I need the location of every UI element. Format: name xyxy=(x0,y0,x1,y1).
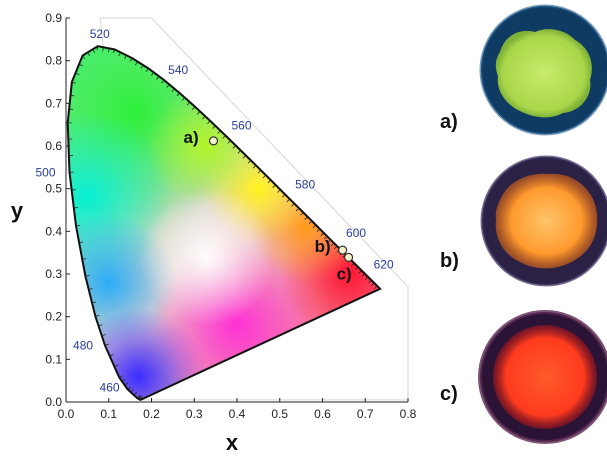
photo-panel-b: b) xyxy=(440,155,607,287)
y-tick-label: 0.5 xyxy=(45,182,62,196)
x-tick-label: 0.7 xyxy=(357,407,374,421)
wavelength-label: 500 xyxy=(36,165,56,179)
photo-panel-c: c) xyxy=(440,310,607,444)
photo-c-powder xyxy=(493,325,597,429)
x-tick-label: 0.0 xyxy=(58,407,75,421)
y-tick-label: 0.0 xyxy=(45,395,62,409)
photo-a-powder xyxy=(495,29,592,118)
photo-a-label: a) xyxy=(440,111,458,133)
data-point xyxy=(337,245,348,255)
y-tick-label: 0.2 xyxy=(45,310,62,324)
wavelength-label: 600 xyxy=(346,226,366,240)
photo-b-label: b) xyxy=(440,250,459,272)
wavelength-label: 620 xyxy=(374,257,394,271)
locus-wavelength-ticks xyxy=(67,46,378,401)
wavelength-label: 520 xyxy=(90,27,110,41)
y-tick-label: 0.8 xyxy=(45,54,62,68)
wavelength-label: 540 xyxy=(168,63,188,77)
x-tick-label: 0.4 xyxy=(229,407,246,421)
y-tick-label: 0.4 xyxy=(45,224,62,238)
photo-b-powder xyxy=(495,173,598,269)
y-axis-label: y xyxy=(11,198,24,223)
data-point xyxy=(343,252,354,262)
y-tick-label: 0.3 xyxy=(45,267,62,281)
x-tick-label: 0.8 xyxy=(400,407,417,421)
x-tick-label: 0.3 xyxy=(186,407,203,421)
y-tick-label: 0.6 xyxy=(45,139,62,153)
x-tick-label: 0.1 xyxy=(100,407,117,421)
photo-c-label: c) xyxy=(440,383,458,405)
wavelength-labels: 460 480 500 520 540 560 580 600 620 xyxy=(36,27,394,394)
y-tick-label: 0.7 xyxy=(45,96,62,110)
wavelength-label: 460 xyxy=(100,380,120,394)
wavelength-label: 480 xyxy=(73,338,93,352)
data-point-label: b) xyxy=(315,237,331,256)
wavelength-label: 580 xyxy=(295,177,315,191)
y-tick-label: 0.9 xyxy=(45,11,62,25)
data-points: a) b) c) xyxy=(183,128,354,283)
x-axis-label: x xyxy=(226,430,239,455)
photo-panel-a: a) xyxy=(440,4,607,136)
y-ticks: 0.0 0.1 0.2 0.3 0.4 0.5 0.6 0.7 0.8 0.9 xyxy=(45,11,70,409)
x-tick-label: 0.6 xyxy=(314,407,331,421)
data-point-label: a) xyxy=(183,128,198,147)
x-ticks: 0.0 0.1 0.2 0.3 0.4 0.5 0.6 0.7 0.8 xyxy=(58,398,417,421)
x-tick-label: 0.5 xyxy=(271,407,288,421)
x-tick-label: 0.2 xyxy=(143,407,160,421)
data-point-label: c) xyxy=(337,264,352,283)
y-tick-label: 0.1 xyxy=(45,352,62,366)
wavelength-label: 560 xyxy=(232,119,252,133)
chromaticity-color-fill xyxy=(67,46,381,400)
data-point xyxy=(208,136,219,146)
